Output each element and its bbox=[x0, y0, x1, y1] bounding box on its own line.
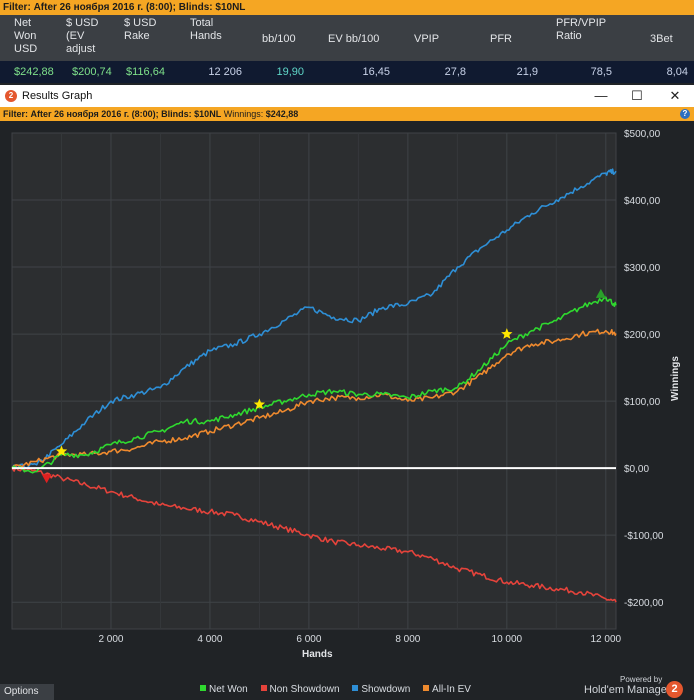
graph-filter-label: Filter: bbox=[3, 109, 29, 119]
options-button[interactable]: Options bbox=[0, 684, 54, 700]
value-pfr: 21,9 bbox=[516, 66, 538, 78]
legend-swatch bbox=[260, 685, 267, 691]
star-marker-icon bbox=[501, 328, 513, 339]
x-axis-title: Hands bbox=[302, 649, 333, 660]
legend: Net Won Non Showdown Showdown All-In EV bbox=[200, 684, 481, 695]
value-rake: $116,64 bbox=[126, 66, 165, 78]
filter-text: After 26 ноября 2016 г. (8:00); Blinds: … bbox=[33, 2, 246, 13]
non-showdown-line bbox=[11, 465, 617, 603]
legend-non-showdown[interactable]: Non Showdown bbox=[260, 684, 340, 695]
value-bb100: 19,90 bbox=[276, 66, 304, 78]
value-pfr-vpip-ratio: 78,5 bbox=[590, 66, 612, 78]
hm2-app-icon: 2 bbox=[5, 90, 17, 102]
header-net-won[interactable]: Net Won USD bbox=[14, 17, 38, 55]
net-won-line bbox=[11, 296, 617, 474]
legend-swatch bbox=[352, 685, 359, 691]
value-total-hands: 12 206 bbox=[208, 66, 242, 78]
triangle-up-marker-icon bbox=[595, 288, 606, 298]
options-label: Options bbox=[4, 686, 39, 697]
y-tick-label: $200,00 bbox=[624, 330, 661, 341]
header-total-hands[interactable]: Total Hands bbox=[190, 17, 222, 42]
x-tick-label: 4 000 bbox=[197, 634, 222, 645]
legend-swatch bbox=[200, 685, 206, 691]
value-3bet: 8,04 bbox=[666, 66, 688, 78]
header-bb100[interactable]: bb/100 bbox=[262, 33, 296, 45]
y-axis-title: Winnings bbox=[670, 356, 681, 401]
chart-markers bbox=[41, 288, 606, 484]
y-tick-labels: -$200,00 -$100,00 $0,00 $100,00 $200,00 $300,… bbox=[624, 129, 664, 609]
legend-showdown[interactable]: Showdown bbox=[352, 684, 410, 695]
header-pfr-vpip-ratio[interactable]: PFR/VPIP Ratio bbox=[556, 17, 607, 42]
header-pfr[interactable]: PFR bbox=[490, 33, 512, 45]
hm2-logo-icon: 2 bbox=[666, 681, 683, 698]
y-tick-label: -$200,00 bbox=[624, 598, 664, 609]
winnings-value: $242,88 bbox=[265, 109, 299, 119]
y-tick-label: $0,00 bbox=[624, 464, 649, 475]
series-lines bbox=[11, 168, 617, 603]
legend-all-in-ev[interactable]: All-In EV bbox=[423, 684, 471, 695]
winnings-label: Winnings: bbox=[223, 109, 264, 119]
help-icon[interactable]: ? bbox=[680, 109, 690, 119]
stats-table: Net Won USD $ USD (EV adjust $ USD Rake … bbox=[0, 15, 694, 83]
header-3bet[interactable]: 3Bet bbox=[650, 33, 673, 45]
value-vpip: 27,8 bbox=[444, 66, 466, 78]
maximize-button[interactable]: ☐ bbox=[631, 88, 643, 103]
close-button[interactable]: ✕ bbox=[669, 88, 681, 103]
header-ev-adjusted[interactable]: $ USD (EV adjust bbox=[66, 17, 99, 55]
star-marker-icon bbox=[253, 398, 266, 410]
graph-filter-bar: Filter: After 26 ноября 2016 г. (8:00); … bbox=[0, 107, 694, 121]
graph-filter-text: After 26 ноября 2016 г. (8:00); Blinds: … bbox=[30, 109, 222, 119]
value-ev-bb100: 16,45 bbox=[362, 66, 390, 78]
grid-lines bbox=[12, 132, 616, 629]
x-tick-label: 10 000 bbox=[492, 634, 523, 645]
x-tick-label: 12 000 bbox=[591, 634, 622, 645]
legend-swatch bbox=[423, 685, 430, 691]
minimize-button[interactable]: — bbox=[594, 88, 608, 103]
triangle-down-marker-icon bbox=[41, 474, 52, 484]
all-in-ev-line bbox=[11, 328, 617, 469]
y-tick-label: $400,00 bbox=[624, 196, 661, 207]
showdown-line bbox=[11, 168, 617, 470]
window-titlebar: 2 Results Graph — ☐ ✕ bbox=[0, 85, 694, 107]
y-tick-label: $500,00 bbox=[624, 129, 661, 140]
value-net-won: $242,88 bbox=[14, 66, 54, 78]
brand-name: Hold'em Manager bbox=[584, 684, 671, 696]
powered-by-text: Powered by bbox=[620, 675, 663, 684]
stats-header-row: Net Won USD $ USD (EV adjust $ USD Rake … bbox=[0, 15, 694, 61]
results-graph: -$200,00 -$100,00 $0,00 $100,00 $200,00 $300,… bbox=[11, 129, 681, 660]
x-tick-label: 6 000 bbox=[296, 634, 321, 645]
plot-area bbox=[11, 132, 617, 630]
y-tick-label: $100,00 bbox=[624, 397, 661, 408]
x-tick-label: 2 000 bbox=[98, 634, 123, 645]
value-ev-adjusted: $200,74 bbox=[72, 66, 112, 78]
header-ev-bb100[interactable]: EV bb/100 bbox=[328, 33, 380, 45]
filter-label: Filter: bbox=[3, 2, 31, 13]
legend-net-won[interactable]: Net Won bbox=[200, 684, 248, 695]
star-marker-icon bbox=[55, 445, 68, 457]
y-tick-label: -$100,00 bbox=[624, 531, 664, 542]
header-rake[interactable]: $ USD Rake bbox=[124, 17, 157, 42]
stats-value-row: $242,88 $200,74 $116,64 12 206 19,90 16,… bbox=[0, 61, 694, 83]
header-vpip[interactable]: VPIP bbox=[414, 33, 440, 45]
x-tick-label: 8 000 bbox=[395, 634, 420, 645]
y-tick-label: $300,00 bbox=[624, 263, 661, 274]
x-tick-labels: 2 000 4 000 6 000 8 000 10 000 12 000 bbox=[98, 634, 621, 645]
window-title: Results Graph bbox=[22, 90, 93, 102]
top-filter-bar: Filter: After 26 ноября 2016 г. (8:00); … bbox=[0, 0, 694, 15]
powered-by-logo: Powered by Hold'em Manager 2 bbox=[584, 674, 690, 700]
